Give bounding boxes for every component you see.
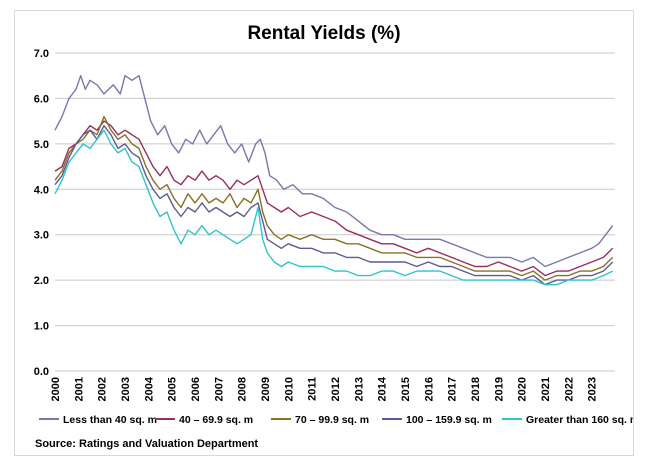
- chart-title: Rental Yields (%): [247, 23, 400, 44]
- x-tick-label: 2009: [260, 377, 272, 401]
- x-tick-label: 2017: [447, 377, 459, 401]
- legend-label: 100 – 159.9 sq. m: [406, 414, 492, 426]
- y-tick-label: 1.0: [34, 321, 49, 333]
- y-tick-label: 3.0: [34, 230, 49, 242]
- series-line: [54, 124, 614, 286]
- x-tick-label: 2016: [423, 377, 435, 401]
- series-line: [54, 129, 614, 286]
- x-tick-label: 2023: [587, 377, 599, 401]
- legend-label: 40 – 69.9 sq. m: [179, 414, 253, 426]
- x-tick-label: 2022: [563, 377, 575, 401]
- series-layer: [54, 74, 614, 286]
- rental-yields-chart: Rental Yields (%) 0.0 1.0 2.0 3.0 4.0 5.0 6.0 7…: [34, 23, 633, 450]
- x-tick-label: 2000: [50, 377, 62, 401]
- x-tick-label: 2006: [190, 377, 202, 401]
- y-tick-label: 7.0: [34, 48, 49, 60]
- grid-layer: [55, 52, 615, 372]
- x-tick-label: 2007: [213, 377, 225, 401]
- series-line: [54, 74, 614, 268]
- x-tick-label: 2001: [73, 377, 85, 401]
- y-tick-label: 2.0: [34, 275, 49, 287]
- y-tick-label: 6.0: [34, 93, 49, 105]
- y-tick-label: 4.0: [34, 184, 49, 196]
- x-tick-label: 2004: [143, 376, 155, 401]
- x-tick-label: 2021: [540, 377, 552, 401]
- x-tick-label: 2019: [493, 377, 505, 401]
- chart-frame: Rental Yields (%) 0.0 1.0 2.0 3.0 4.0 5.0 6.0 7…: [14, 10, 634, 456]
- series-line: [54, 115, 614, 281]
- x-tick-label: 2020: [517, 377, 529, 401]
- x-tick-label: 2005: [167, 377, 179, 401]
- x-tick-label: 2014: [377, 376, 389, 401]
- series-line: [54, 120, 614, 277]
- y-tick-label: 0.0: [34, 366, 49, 378]
- source-note: Source: Ratings and Valuation Department: [35, 438, 258, 450]
- legend-label: Greater than 160 sq. m: [526, 414, 633, 426]
- y-tick-label: 5.0: [34, 139, 49, 151]
- x-axis-ticks: 2000 2001 2002 2003 2004 2005 2006 2007 2008 2009…: [50, 376, 599, 401]
- x-tick-label: 2003: [120, 377, 132, 401]
- legend: Less than 40 sq. m 40 – 69.9 sq. m 70 – 99…: [39, 414, 633, 426]
- legend-label: Less than 40 sq. m: [63, 414, 157, 426]
- x-tick-label: 2012: [330, 377, 342, 401]
- x-tick-label: 2015: [400, 377, 412, 401]
- x-tick-label: 2010: [283, 377, 295, 401]
- x-tick-label: 2013: [353, 377, 365, 401]
- legend-label: 70 – 99.9 sq. m: [295, 414, 369, 426]
- x-tick-label: 2008: [237, 377, 249, 401]
- y-axis-ticks: 0.0 1.0 2.0 3.0 4.0 5.0 6.0 7.0: [34, 48, 49, 378]
- x-tick-label: 2002: [97, 377, 109, 401]
- x-tick-label: 2018: [470, 377, 482, 401]
- x-tick-label: 2011: [307, 377, 319, 401]
